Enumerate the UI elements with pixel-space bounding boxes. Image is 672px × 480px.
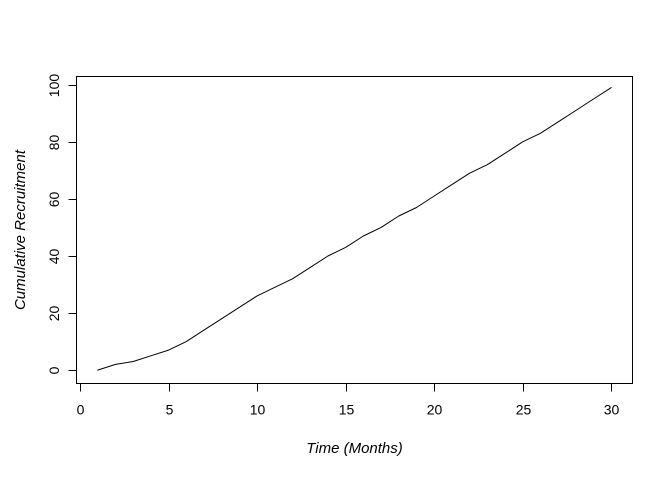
x-axis-tick-label: 5 bbox=[166, 402, 174, 418]
x-axis-tick-label: 20 bbox=[427, 402, 443, 418]
x-axis-tick-label: 0 bbox=[77, 402, 85, 418]
y-axis-ticks: 0 20 40 60 80 100 bbox=[46, 74, 77, 374]
data-series-line bbox=[97, 87, 612, 371]
x-axis-tick-label: 10 bbox=[250, 402, 266, 418]
y-axis-tick-label: 0 bbox=[46, 366, 62, 374]
x-axis-label: Time (Months) bbox=[306, 440, 403, 457]
data-series-group bbox=[97, 87, 612, 371]
y-axis-tick-label: 100 bbox=[46, 74, 62, 98]
x-axis-tick-label: 15 bbox=[339, 402, 355, 418]
y-axis-tick-label: 20 bbox=[46, 306, 62, 322]
x-axis-tick-label: 30 bbox=[604, 402, 620, 418]
y-axis-tick-label: 40 bbox=[46, 249, 62, 265]
x-axis-tick-label: 25 bbox=[516, 402, 532, 418]
y-axis-tick-label: 60 bbox=[46, 192, 62, 208]
y-axis-label: Cumulative Recruitment bbox=[12, 149, 29, 310]
y-axis-tick-label: 80 bbox=[46, 135, 62, 151]
x-axis-ticks: 0 5 10 15 20 25 30 bbox=[77, 383, 620, 418]
plot-box bbox=[76, 76, 633, 384]
